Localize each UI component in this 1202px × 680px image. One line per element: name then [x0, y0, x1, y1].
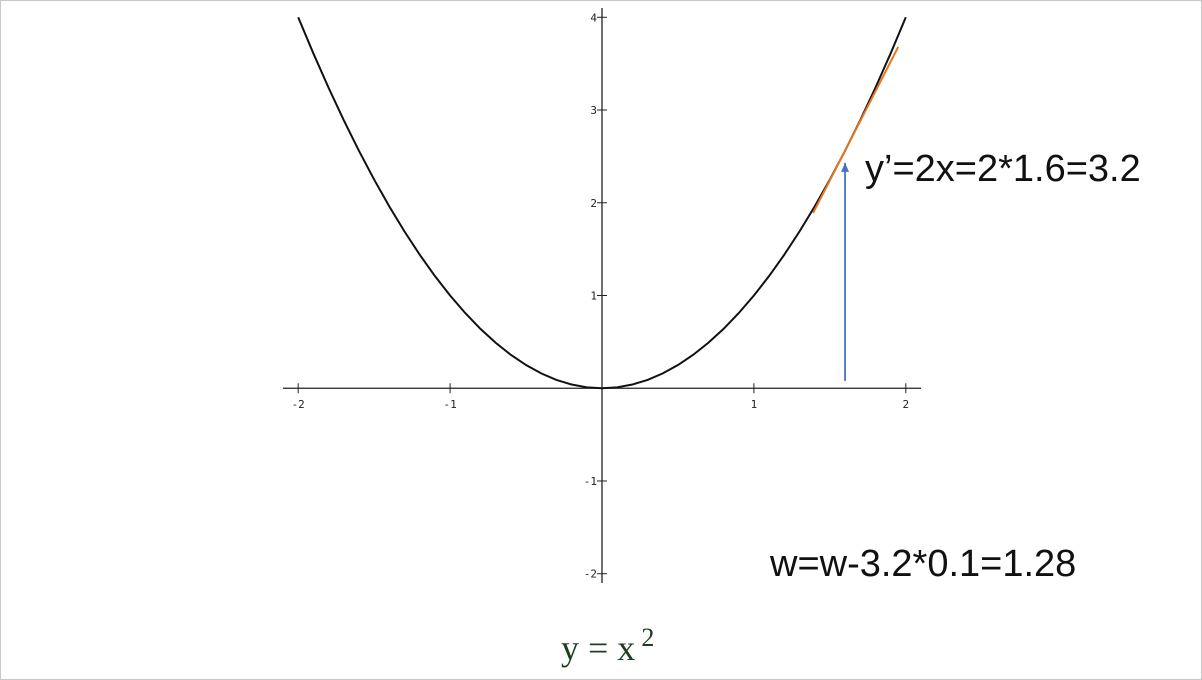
caption-base: y = x — [561, 628, 635, 668]
x-tick-label: 1 — [751, 398, 758, 411]
arrow-head — [841, 162, 850, 172]
x-tick-label: -1 — [443, 398, 456, 411]
y-tick-label: 1 — [590, 290, 597, 303]
x-tick-label: 2 — [902, 398, 909, 411]
x-tick-label: -2 — [292, 398, 305, 411]
y-tick-label: 3 — [590, 104, 597, 117]
y-tick-label: -1 — [584, 475, 597, 488]
derivative-note: y’=2x=2*1.6=3.2 — [865, 148, 1141, 190]
curve — [297, 16, 907, 390]
y-tick-label: 2 — [590, 197, 597, 210]
caption-exponent: 2 — [641, 623, 654, 652]
y-tick-label: -2 — [584, 568, 597, 581]
y-tick-label: 4 — [590, 11, 597, 24]
tangent-line — [812, 46, 900, 214]
update-note: w=w-3.2*0.1=1.28 — [769, 543, 1076, 585]
